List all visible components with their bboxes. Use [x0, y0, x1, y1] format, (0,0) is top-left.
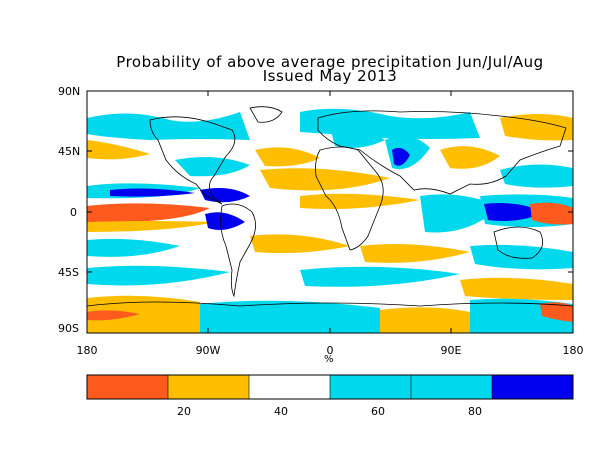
ytick-45s: 45S: [58, 266, 79, 279]
colorbar-cell: [168, 375, 249, 399]
colorbar-tick-60: 60: [371, 405, 385, 418]
axis-ticks: [86, 90, 574, 334]
region-antarctic-red: [87, 310, 140, 321]
region-sa-blue: [205, 212, 245, 230]
region-natl-orange: [255, 147, 320, 167]
region-easia-orange: [440, 146, 500, 169]
region-antarctic-cyan: [200, 300, 380, 333]
region-itcz-blue: [110, 188, 195, 197]
coastlines: [87, 106, 573, 307]
xtick-180-west: 180: [76, 344, 98, 357]
south-america-outline: [220, 203, 256, 298]
probability-field: [87, 91, 573, 333]
colorbar-tick-40: 40: [274, 405, 288, 418]
region-mc-blue: [484, 203, 545, 221]
region-eq-atl-orange: [300, 193, 420, 209]
north-america-outline: [149, 116, 236, 205]
xtick-0: 0: [326, 344, 334, 357]
eurasia-outline: [317, 110, 567, 195]
region-wpac-cyan: [500, 164, 573, 188]
xtick-90e: 90E: [440, 344, 462, 357]
region-arctic-orange: [500, 114, 573, 141]
region-sahel-orange: [260, 168, 390, 191]
region-antarctic-orange-mid: [380, 307, 470, 333]
region-asia-blue: [392, 147, 410, 166]
xtick-90w: 90W: [195, 344, 221, 357]
region-na-cyan: [175, 156, 250, 177]
region-io-cyan: [420, 194, 500, 233]
region-satl-orange: [250, 234, 350, 254]
colorbar-tick-80: 80: [468, 405, 482, 418]
region-arctic-cyan-west: [87, 112, 250, 140]
title-line-1: Probability of above average precipitati…: [116, 53, 544, 71]
title-line-2: Issued May 2013: [262, 67, 398, 85]
region-so-cyan-west: [87, 265, 230, 286]
xtick-180-east: 180: [562, 344, 584, 357]
colorbar-cell: [330, 375, 411, 399]
region-caribbean-blue: [200, 188, 250, 203]
region-so-orange: [460, 277, 573, 300]
region-enso-orange: [87, 221, 215, 232]
region-antarctic-red-east: [540, 302, 573, 322]
colorbar-cell: [411, 375, 492, 399]
ytick-90n: 90N: [58, 85, 81, 98]
colorbar-cell: [249, 375, 330, 399]
antarctica-outline: [87, 301, 573, 307]
ytick-90s: 90S: [58, 322, 79, 335]
region-wpac-red: [530, 202, 573, 225]
region-antarctic-orange-west: [87, 295, 200, 333]
ytick-45n: 45N: [58, 145, 81, 158]
region-europe-cyan: [330, 127, 385, 148]
region-enso-red: [87, 203, 210, 223]
colorbar-cell: [492, 375, 573, 399]
region-sio-orange: [360, 244, 470, 263]
ytick-0: 0: [70, 206, 77, 219]
region-npac-orange: [87, 140, 150, 160]
colorbar-tick-20: 20: [177, 405, 191, 418]
region-so-cyan-east: [300, 266, 460, 287]
region-aus-cyan: [470, 244, 573, 270]
unit-label: %: [324, 354, 334, 365]
region-spac-cyan: [87, 238, 180, 257]
greenland-outline: [249, 106, 283, 123]
colorbar-cell: [87, 375, 168, 399]
colorbar: [86, 374, 574, 400]
australia-outline: [493, 226, 544, 259]
